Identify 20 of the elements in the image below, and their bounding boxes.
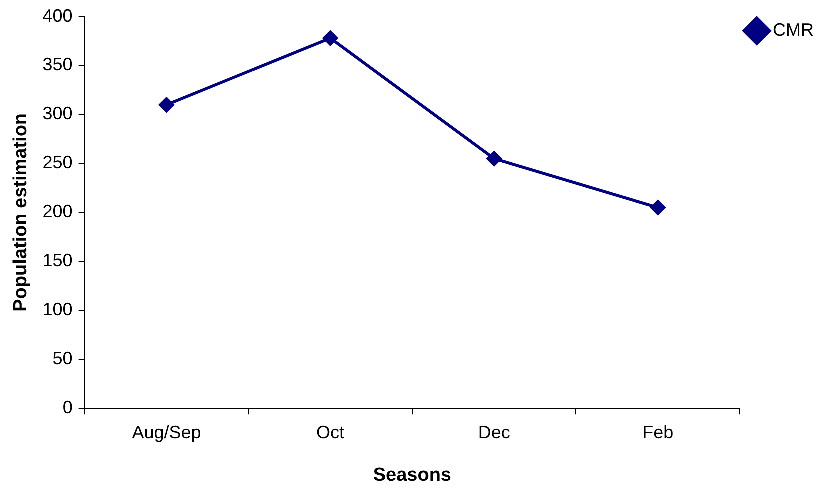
x-tick-label: Oct [316, 422, 345, 442]
x-tick-label: Feb [642, 422, 674, 442]
y-tick-label: 350 [42, 54, 73, 75]
point [486, 151, 502, 166]
point [323, 30, 338, 46]
legend-label: CMR [773, 20, 814, 40]
y-tick-label: 400 [42, 6, 73, 26]
x-tick-label: Dec [478, 422, 510, 442]
y-axis-title: Population estimation [10, 113, 32, 312]
y-tick-label: 50 [52, 348, 73, 369]
x-axis-title: Seasons [373, 464, 452, 486]
point [650, 200, 666, 216]
x-tick-label: Aug/Sep [132, 422, 202, 442]
y-tick-label: 200 [42, 202, 73, 222]
y-tick-label: 150 [42, 250, 73, 271]
y-tick-label: 300 [42, 104, 73, 124]
y-tick-label: 0 [62, 398, 73, 418]
y-tick-label: 250 [42, 152, 73, 173]
y-tick-label: 100 [42, 300, 73, 320]
point [159, 97, 174, 112]
